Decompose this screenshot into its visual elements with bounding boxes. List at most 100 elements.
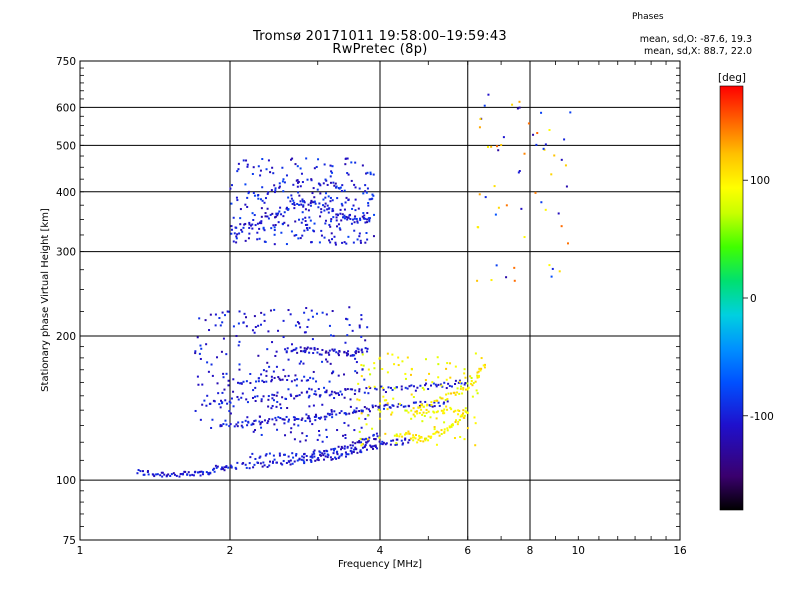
echo-point [425,412,428,415]
echo-point [153,475,156,478]
echo-point [367,217,370,220]
echo-point [302,205,305,208]
echo-point [355,407,358,410]
chart-title: Tromsø 20171011 19:58:00–19:59:43 [252,29,508,44]
echo-point [310,388,313,391]
echo-point [283,418,286,421]
echo-point [378,436,381,439]
echo-point [291,202,294,205]
echo-point [325,313,328,316]
echo-point [371,193,374,196]
echo-point [364,221,367,224]
echo-point [367,408,370,411]
echo-point [435,417,438,420]
echo-point [169,474,172,477]
echo-point [282,178,285,181]
echo-point [314,419,317,422]
echo-point [332,447,335,450]
echo-point [257,165,260,168]
echo-point [438,434,441,437]
echo-point [366,187,369,190]
echo-point [312,404,315,407]
echo-point [318,202,321,205]
echo-point [278,452,281,455]
echo-point [433,401,436,404]
echo-point [328,207,331,210]
echo-point [253,419,256,422]
echo-point [327,211,330,214]
echo-point [221,391,224,394]
echo-point [263,201,266,204]
x-tick-label: 2 [227,545,234,557]
echo-point [301,234,304,237]
echo-point [358,409,361,412]
echo-point [300,203,303,206]
echo-point [293,379,296,382]
echo-point [278,210,281,213]
echo-point [296,185,299,188]
echo-point [321,452,324,455]
minor-ticks [79,60,681,541]
echo-point [356,441,359,444]
echo-point [346,218,349,221]
echo-point [315,312,318,315]
echo-point [435,411,438,414]
echo-point [312,370,315,373]
echo-point [343,189,346,192]
echo-point [263,419,266,422]
echo-point [303,453,306,456]
echo-point [416,386,419,389]
echo-point [312,450,315,453]
echo-point [237,398,240,401]
echo-point [346,334,349,337]
echo-point [237,168,240,171]
echo-point [250,423,253,426]
echo-point [274,187,277,190]
echo-point [369,173,372,176]
echo-point [471,395,474,398]
echo-point [290,394,293,397]
echo-point [278,182,281,185]
echo-point [347,350,350,353]
echo-point [454,365,457,368]
echo-point [407,430,410,433]
echo-point [359,219,362,222]
echo-point [251,452,254,455]
echo-point [214,464,217,467]
echo-point [295,395,298,398]
echo-point [354,198,357,201]
echo-point [322,204,325,207]
echo-point [466,388,469,391]
echo-point [320,353,323,356]
echo-point [277,376,280,379]
echo-point [366,221,369,224]
echo-point [254,395,257,398]
echo-point [285,415,288,418]
echo-point [207,473,210,476]
echo-point [548,264,551,267]
echo-point [404,438,407,441]
echo-point [266,192,269,195]
echo-point [344,388,347,391]
echo-point [356,220,359,223]
echo-point [422,405,425,408]
echo-point [303,311,306,314]
echo-point [381,440,384,443]
echo-point [378,440,381,443]
echo-point [338,187,341,190]
echo-point [376,435,379,438]
echo-point [249,372,252,375]
echo-point [230,184,233,187]
echo-point [373,438,376,441]
echo-point [448,384,451,387]
echo-point [244,222,247,225]
echo-point [479,369,482,372]
echo-point [424,384,427,387]
echo-point [343,350,346,353]
echo-point [429,416,432,419]
echo-point [206,394,209,397]
echo-point [275,350,278,353]
echo-point [253,315,256,318]
echo-point [266,361,269,364]
y-tick-label: 500 [56,140,76,152]
